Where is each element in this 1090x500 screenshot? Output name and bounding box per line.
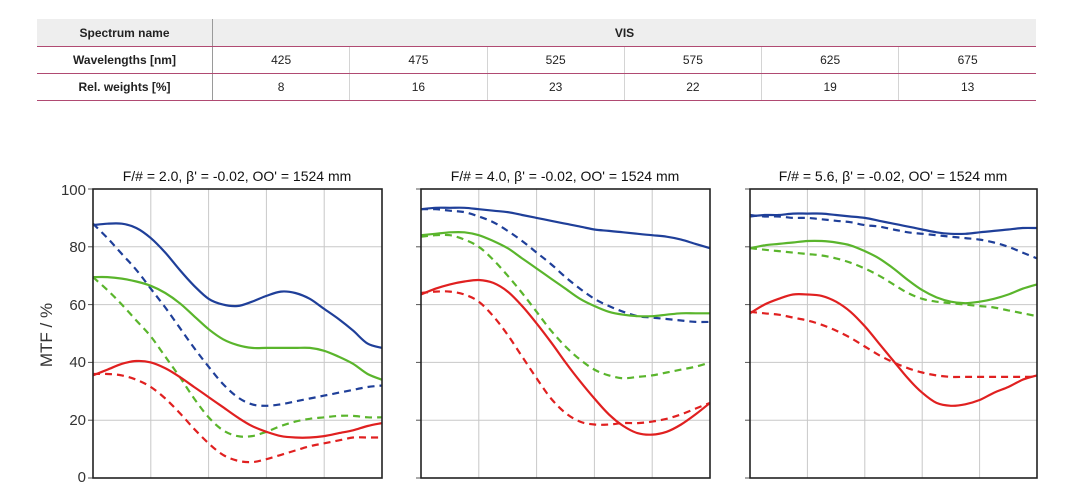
series-line-green-solid bbox=[92, 275, 383, 381]
series-line-blue-dashed bbox=[749, 213, 1038, 260]
wavelengths-label: Wavelengths [nm] bbox=[37, 46, 213, 74]
plot-area bbox=[93, 189, 382, 478]
wavelength-cell: 625 bbox=[761, 46, 900, 74]
mtf-plot-3 bbox=[745, 188, 1038, 479]
chart-title-2: F/# = 4.0, β' = -0.02, OO' = 1524 mm bbox=[451, 168, 680, 184]
series-line-blue-solid bbox=[749, 212, 1038, 236]
plot-area bbox=[750, 189, 1037, 478]
series-line-blue-solid bbox=[92, 222, 383, 349]
spectrum-table: Spectrum name VIS Wavelengths [nm] 425 4… bbox=[37, 19, 1036, 101]
chart-title-1: F/# = 2.0, β' = -0.02, OO' = 1524 mm bbox=[123, 168, 352, 184]
series-line-red-solid bbox=[420, 278, 711, 436]
y-tick-labels: 0 20 40 60 80 100 bbox=[61, 182, 86, 486]
mtf-plot-2 bbox=[416, 188, 711, 479]
wavelength-cell: 675 bbox=[898, 46, 1036, 74]
mtf-plot-1 bbox=[88, 188, 383, 479]
wavelength-cell: 525 bbox=[487, 46, 625, 74]
plot-frame bbox=[749, 188, 1038, 479]
series-line-red-dashed bbox=[420, 290, 711, 426]
chart-title-3: F/# = 5.6, β' = -0.02, OO' = 1524 mm bbox=[779, 168, 1008, 184]
series-line-blue-solid bbox=[420, 206, 711, 250]
weight-cell: 22 bbox=[624, 73, 763, 101]
series-line-green-solid bbox=[749, 239, 1038, 305]
y-tick-label: 100 bbox=[61, 182, 86, 199]
spectrum-name-label: Spectrum name bbox=[37, 19, 213, 47]
weight-cell: 16 bbox=[349, 73, 488, 101]
y-tick-label: 0 bbox=[78, 469, 86, 486]
y-tick-label: 20 bbox=[69, 412, 86, 429]
series-line-red-dashed bbox=[92, 372, 382, 464]
series-line-red-dashed bbox=[749, 310, 1037, 379]
wavelength-cell: 425 bbox=[212, 46, 351, 74]
weight-cell: 13 bbox=[898, 73, 1036, 101]
plot-frame bbox=[92, 188, 383, 479]
y-tick-label: 80 bbox=[69, 239, 86, 256]
weight-cell: 23 bbox=[487, 73, 625, 101]
series-line-green-solid bbox=[420, 230, 710, 318]
series-line-green-dashed bbox=[749, 247, 1038, 318]
series-line-green-dashed bbox=[420, 233, 711, 380]
wavelength-cell: 475 bbox=[349, 46, 488, 74]
plot-frame bbox=[420, 188, 711, 479]
weights-row: Rel. weights [%] 8 16 23 22 19 13 bbox=[37, 73, 1036, 101]
series-line-red-solid bbox=[749, 293, 1038, 407]
spectrum-name-value: VIS bbox=[212, 19, 1036, 47]
spectrum-row: Spectrum name VIS bbox=[37, 19, 1036, 47]
series-line-blue-dashed bbox=[92, 222, 383, 407]
y-axis-label: MTF / % bbox=[37, 303, 56, 367]
weight-cell: 19 bbox=[761, 73, 900, 101]
y-tick-label: 40 bbox=[69, 354, 86, 371]
weights-label: Rel. weights [%] bbox=[37, 73, 213, 101]
y-tick-label: 60 bbox=[69, 297, 86, 314]
series-line-red-solid bbox=[92, 359, 383, 439]
series-line-green-dashed bbox=[92, 276, 383, 438]
wavelength-cell: 575 bbox=[624, 46, 763, 74]
wavelengths-row: Wavelengths [nm] 425 475 525 575 625 675 bbox=[37, 46, 1036, 74]
weight-cell: 8 bbox=[212, 73, 351, 101]
